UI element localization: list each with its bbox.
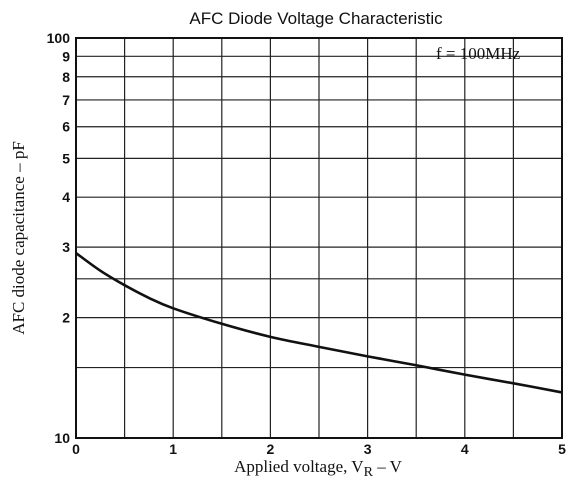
y-tick-label: 4 [62, 189, 70, 205]
y-tick-label: 10 [54, 430, 70, 446]
x-tick-label: 2 [267, 441, 275, 457]
x-tick-label: 4 [461, 441, 469, 457]
y-tick-label: 100 [47, 30, 71, 46]
y-tick-label: 8 [62, 69, 70, 85]
x-axis-label-unit: – V [373, 457, 403, 476]
plot-series [75, 251, 563, 394]
x-axis-label-main: Applied voltage, V [234, 457, 364, 476]
y-tick-label: 6 [62, 119, 70, 135]
x-axis-label: Applied voltage, VR – V [234, 457, 403, 480]
y-tick-label: 2 [62, 310, 70, 326]
x-tick-label: 0 [72, 441, 80, 457]
chart-title: AFC Diode Voltage Characteristic [189, 9, 443, 28]
y-tick-label: 5 [62, 150, 70, 166]
x-tick-label: 5 [558, 441, 566, 457]
tick-labels: 0 1 2 3 4 5 10 2 3 4 5 6 7 8 9 100 [47, 30, 566, 457]
capacitance-curve [75, 251, 563, 394]
x-tick-label: 1 [169, 441, 177, 457]
y-tick-label: 9 [62, 48, 70, 64]
x-tick-label: 3 [364, 441, 372, 457]
frequency-annotation: f = 100MHz [436, 44, 521, 63]
y-axis-label: AFC diode capacitance – pF [9, 141, 28, 335]
plot-frame [75, 37, 563, 439]
y-tick-label: 3 [62, 239, 70, 255]
y-tick-label: 7 [62, 92, 70, 108]
x-axis-label-subscript: R [364, 465, 374, 480]
